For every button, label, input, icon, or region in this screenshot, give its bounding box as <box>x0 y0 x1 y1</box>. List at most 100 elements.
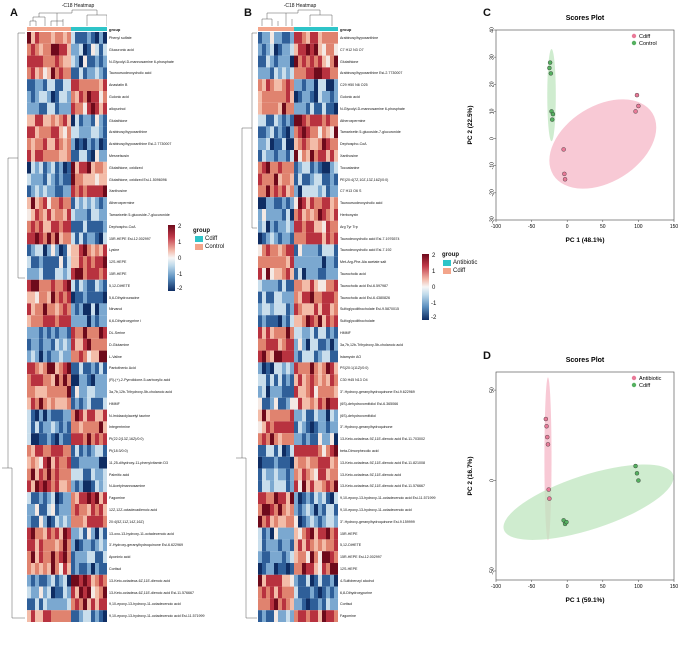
heatmap-cell <box>27 586 31 599</box>
heatmap-cell <box>55 350 59 363</box>
heatmap-cell <box>55 161 59 174</box>
heatmap-cell <box>298 185 302 198</box>
heatmap-cell <box>35 55 39 68</box>
heatmap-cell <box>278 161 282 174</box>
heatmap-cell <box>59 374 63 386</box>
heatmap-cell <box>79 279 83 292</box>
heatmap-cell <box>294 102 298 115</box>
heatmap-cell <box>310 468 314 481</box>
heatmap-cell <box>334 327 338 339</box>
heatmap-cell <box>326 43 330 56</box>
heatmap-cell <box>79 102 83 115</box>
heatmap-cell <box>87 409 91 422</box>
heatmap-cell <box>322 315 326 327</box>
heatmap-cell <box>334 138 338 150</box>
heatmap-cell <box>330 598 334 611</box>
heatmap-cell <box>83 527 87 540</box>
heatmap-cell <box>266 456 270 469</box>
heatmap-cell <box>39 244 43 257</box>
heatmap-cell <box>310 291 314 304</box>
heatmap-cell <box>103 527 107 540</box>
heatmap-cell <box>314 468 318 481</box>
heatmap-cell <box>43 468 47 481</box>
heatmap-cell <box>298 220 302 233</box>
heatmap-cell <box>294 173 298 186</box>
heatmap-cell <box>51 362 55 375</box>
heatmap-cell <box>326 161 330 174</box>
heatmap-cell <box>322 539 326 552</box>
data-point-cdiff <box>564 519 569 525</box>
heatmap-cell <box>266 244 270 257</box>
heatmap-cell <box>51 386 55 398</box>
heatmap-cell <box>282 91 286 103</box>
heatmap-cell <box>298 397 302 410</box>
heatmap-cell <box>274 150 278 162</box>
heatmap-cell <box>99 43 103 56</box>
heatmap-cell <box>87 456 91 469</box>
heatmap-cell <box>87 397 91 410</box>
heatmap-cell <box>298 244 302 257</box>
heatmap-cell <box>290 409 294 422</box>
heatmap-cell <box>47 268 51 280</box>
heatmap-cell <box>51 91 55 103</box>
heatmap-cell <box>282 539 286 552</box>
heatmap-cell <box>95 232 99 245</box>
heatmap-cell <box>87 161 91 174</box>
heatmap-cell <box>282 303 286 316</box>
heatmap-cell <box>270 268 274 280</box>
heatmap-cell <box>306 55 310 68</box>
row-label: 12S-HEPE <box>340 566 358 571</box>
heatmap-cell <box>95 197 99 209</box>
heatmap-cell <box>334 114 338 127</box>
heatmap-cell <box>334 492 338 504</box>
heatmap-cell <box>310 598 314 611</box>
heatmap-cell <box>274 468 278 481</box>
heatmap-cell <box>286 173 290 186</box>
data-point-cdiff <box>636 103 641 109</box>
heatmap-cell <box>318 209 322 221</box>
heatmap-cell <box>43 409 47 422</box>
heatmap-cell <box>67 220 71 233</box>
heatmap-cell <box>99 338 103 351</box>
heatmap-cell <box>278 374 282 386</box>
heatmap-cell <box>103 515 107 528</box>
heatmap-cell <box>294 610 298 622</box>
heatmap-cell <box>67 551 71 563</box>
heatmap-cell <box>302 492 306 504</box>
heatmap-cell <box>67 173 71 186</box>
heatmap-cell <box>47 315 51 327</box>
heatmap-cell <box>310 338 314 351</box>
heatmap-cell <box>258 32 262 44</box>
heatmap-cell <box>286 480 290 493</box>
heatmap-cell <box>79 386 83 398</box>
heatmap-cell <box>290 515 294 528</box>
heatmap-cell <box>67 397 71 410</box>
row-label: 5,12-DiHETE <box>109 283 131 288</box>
heatmap-cell <box>290 220 294 233</box>
heatmap-cell <box>35 315 39 327</box>
heatmap-cell <box>330 43 334 56</box>
confidence-ellipse-cdiff <box>503 464 674 540</box>
heatmap-cell <box>306 362 310 375</box>
heatmap-cell <box>87 67 91 80</box>
heatmap-cell <box>274 161 278 174</box>
heatmap-cell <box>75 374 79 386</box>
heatmap-cell <box>99 350 103 363</box>
heatmap-cell <box>286 244 290 257</box>
heatmap-cell <box>258 102 262 115</box>
heatmap-cell <box>103 539 107 552</box>
heatmap-cell <box>286 79 290 91</box>
heatmap-cell <box>35 256 39 268</box>
heatmap-cell <box>326 209 330 221</box>
heatmap-cell <box>31 492 35 504</box>
heatmap-cell <box>262 79 266 91</box>
heatmap-cell <box>43 386 47 398</box>
heatmap-cell <box>71 209 75 221</box>
heatmap-cell <box>290 303 294 316</box>
data-point-cdiff <box>636 478 641 483</box>
heatmap-cell <box>55 409 59 422</box>
heatmap-cell <box>39 492 43 504</box>
heatmap-cell <box>306 291 310 304</box>
heatmap-cell <box>55 539 59 552</box>
heatmap-cell <box>75 291 79 304</box>
